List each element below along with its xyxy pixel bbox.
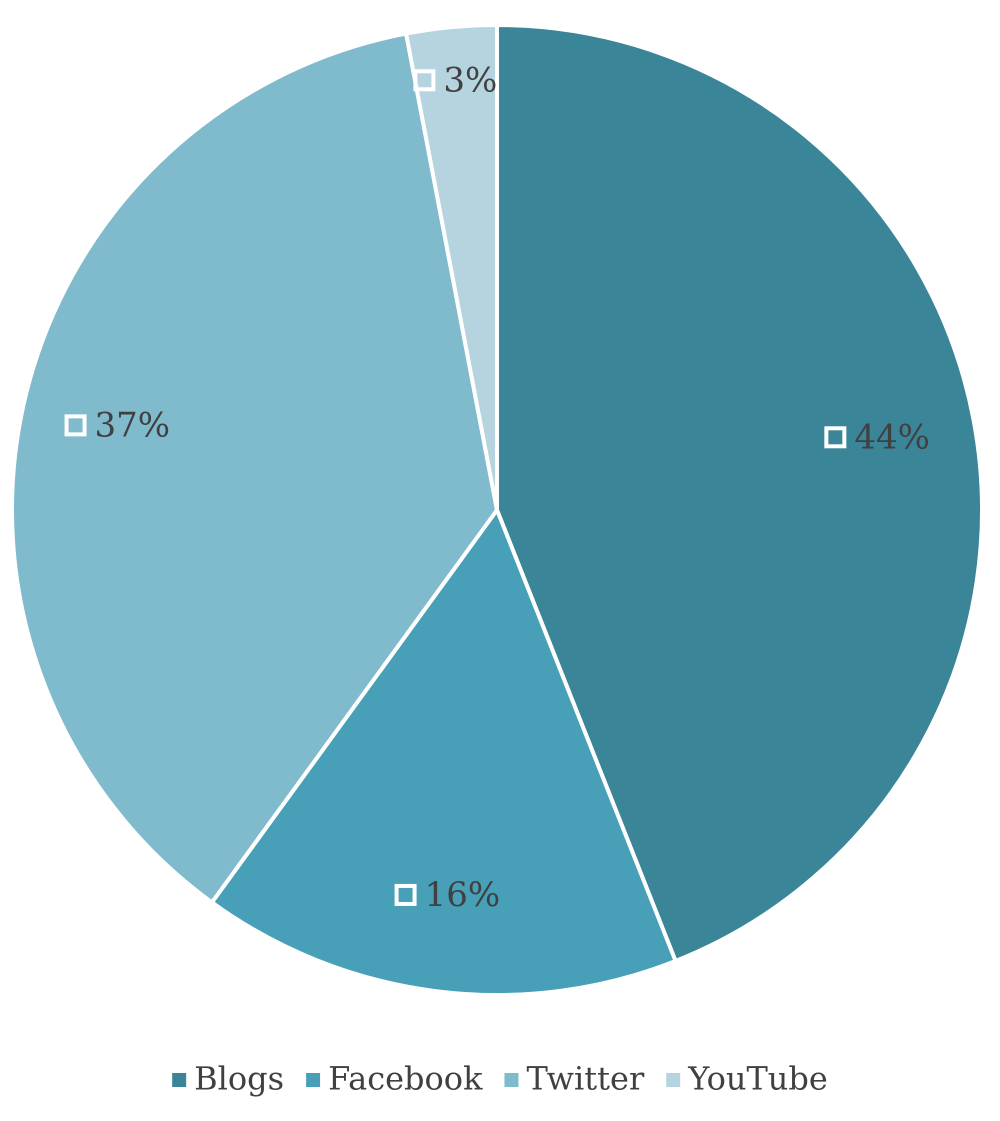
data-label: 16% bbox=[425, 875, 501, 915]
data-label: 37% bbox=[95, 405, 171, 445]
label-marker bbox=[413, 69, 436, 92]
legend-label: Twitter bbox=[526, 1060, 644, 1098]
pie-slice bbox=[10, 31, 500, 906]
legend-swatch bbox=[666, 1073, 681, 1087]
legend-label: YouTube bbox=[687, 1060, 828, 1098]
pie-slice bbox=[403, 22, 499, 511]
legend-swatch bbox=[504, 1073, 519, 1087]
data-label: 3% bbox=[443, 60, 497, 100]
pie-slice bbox=[495, 22, 984, 964]
pie-slice bbox=[209, 505, 679, 997]
legend-swatch bbox=[306, 1073, 321, 1087]
data-label: 44% bbox=[854, 417, 930, 457]
legend-label: Facebook bbox=[328, 1060, 483, 1098]
label-marker bbox=[64, 414, 87, 437]
label-marker bbox=[394, 883, 417, 906]
legend-label: Blogs bbox=[194, 1060, 284, 1098]
legend-swatch bbox=[172, 1073, 187, 1087]
label-marker bbox=[824, 426, 847, 449]
